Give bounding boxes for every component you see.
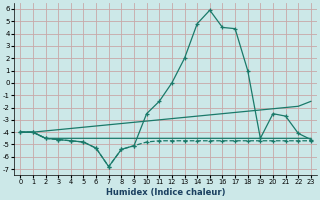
X-axis label: Humidex (Indice chaleur): Humidex (Indice chaleur)	[106, 188, 225, 197]
